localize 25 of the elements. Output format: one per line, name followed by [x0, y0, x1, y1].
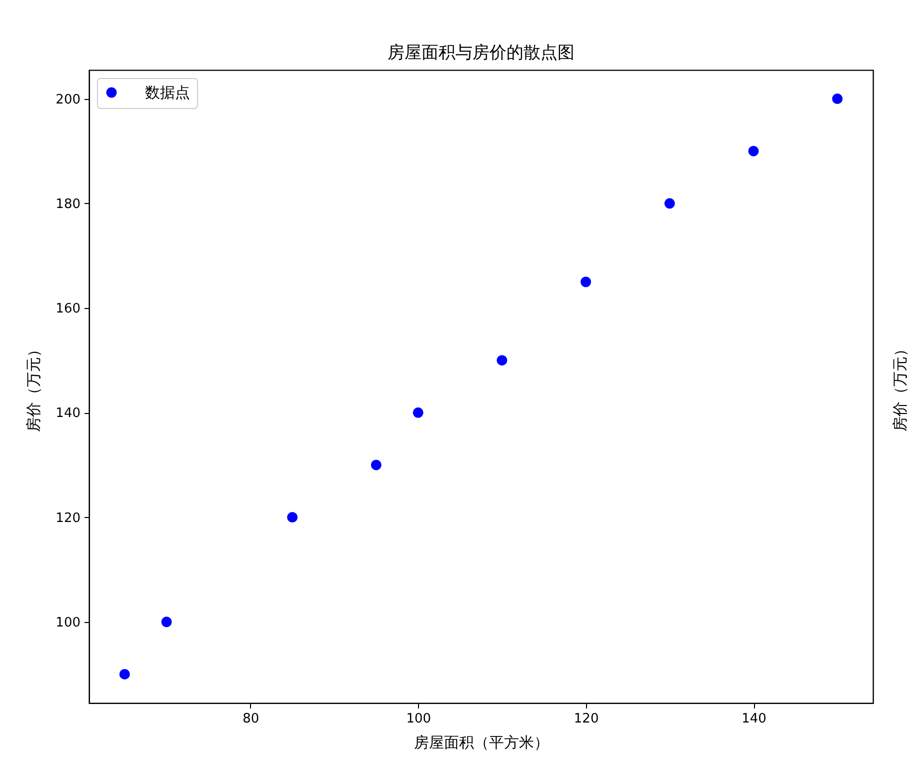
- point: [664, 198, 675, 209]
- legend-label: 数据点: [145, 84, 190, 102]
- y-axis-title: 房价（万元）: [24, 342, 43, 432]
- point: [161, 616, 172, 628]
- y-tick-label: 180: [56, 196, 80, 212]
- x-tick-label: 80: [242, 712, 260, 726]
- y-tick-label: 120: [56, 510, 80, 526]
- y-tick-label: 160: [56, 302, 80, 317]
- point: [119, 668, 130, 680]
- point: [832, 94, 843, 104]
- x-tick-label: 120: [574, 712, 599, 726]
- point: [496, 355, 508, 366]
- point: [287, 512, 298, 523]
- y2-axis-title: 房价（万元）: [891, 342, 909, 432]
- point: [412, 407, 424, 418]
- x-tick-label: 100: [406, 712, 432, 726]
- x-tick-label: 140: [742, 712, 766, 726]
- chart-title: 房屋面积与房价的散点图: [388, 43, 574, 63]
- y-tick-label: 200: [56, 92, 80, 108]
- x-axis-title: 房屋面积（平方米）: [414, 734, 549, 752]
- point: [748, 146, 759, 156]
- point: [370, 460, 382, 470]
- y-tick-label: 100: [56, 615, 80, 630]
- point: [580, 276, 592, 288]
- y-tick-label: 140: [56, 406, 80, 422]
